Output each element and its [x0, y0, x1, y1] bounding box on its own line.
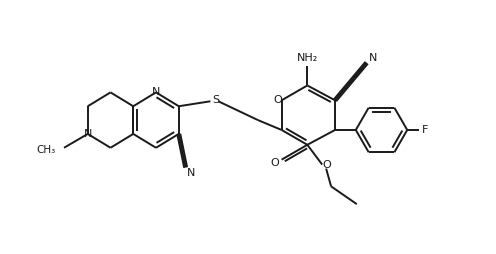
Text: O: O: [270, 157, 279, 168]
Text: N: N: [84, 129, 92, 139]
Text: N: N: [369, 53, 377, 63]
Text: F: F: [422, 125, 428, 135]
Text: CH₃: CH₃: [37, 145, 56, 155]
Text: N: N: [186, 168, 195, 179]
Text: O: O: [323, 160, 331, 170]
Text: S: S: [212, 95, 219, 105]
Text: O: O: [273, 95, 282, 105]
Text: NH₂: NH₂: [297, 53, 318, 63]
Text: N: N: [152, 87, 160, 97]
